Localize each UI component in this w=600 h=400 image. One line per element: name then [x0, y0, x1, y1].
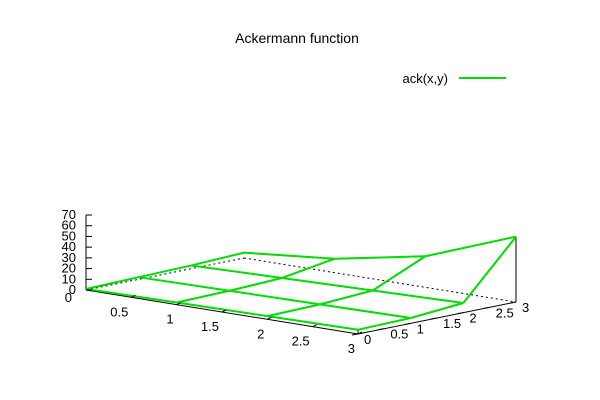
y-tick-mark [483, 306, 490, 309]
surface-line-x [425, 235, 517, 258]
z-tick-label: 70 [62, 207, 76, 222]
z-tick-label: 20 [62, 261, 76, 276]
x-tick-label: 2.5 [292, 334, 310, 349]
surface-line-x [281, 276, 373, 292]
surface-line-x [319, 303, 411, 319]
legend-label: ack(x,y) [403, 71, 449, 86]
surface-line-x [334, 255, 426, 260]
z-tick-label: 0 [69, 282, 76, 297]
back-edge-y [85, 257, 245, 291]
y-tick-label: 1.5 [443, 316, 461, 331]
y-tick-label: 0.5 [390, 327, 408, 342]
x-tick-label: 1 [166, 312, 173, 327]
surface-line-y [229, 277, 283, 292]
y-tick-label: 2 [469, 311, 476, 326]
y-tick-mark [457, 312, 464, 315]
surface-line-y [191, 251, 245, 267]
surface-line-x [229, 289, 321, 306]
y-tick-mark [430, 317, 438, 320]
chart-title: Ackermann function [235, 30, 359, 46]
z-tick-label: 30 [62, 250, 76, 265]
x-tick-label: 2 [257, 326, 264, 341]
y-tick-label: 2.5 [496, 305, 514, 320]
surface-line-y [138, 264, 192, 279]
x-tick-mark [176, 302, 181, 306]
x-tick-label: 0.5 [110, 304, 128, 319]
surface-line-y [410, 302, 464, 319]
z-tick-label: 50 [62, 228, 76, 243]
x-tick-mark [312, 324, 317, 328]
y-tick-mark [351, 333, 359, 336]
surface-line-x [176, 301, 268, 318]
x-tick-mark [357, 331, 363, 335]
y-tick-label: 0 [364, 332, 371, 347]
z-tick-label: 40 [62, 239, 76, 254]
back-edge-x [243, 257, 517, 303]
x-tick-mark [221, 309, 227, 313]
surface-line-x [243, 251, 335, 260]
y-tick-mark [509, 301, 517, 304]
surface-line-x [191, 264, 283, 279]
y-tick-mark [378, 328, 385, 331]
surface-line-x [267, 315, 359, 331]
surface-line-x [85, 287, 177, 304]
surface-line-y [319, 289, 373, 306]
surface-line-y [281, 257, 336, 279]
surface-line-x [372, 289, 464, 305]
x-tick-label: 1.5 [201, 319, 219, 334]
surface-line-y [372, 255, 426, 292]
surface-line-y [85, 276, 139, 290]
origin-label: 0 [65, 290, 72, 305]
y-tick-label: 1 [417, 321, 424, 336]
y-tick-label: 3 [522, 300, 529, 315]
z-tick-label: 10 [62, 271, 76, 286]
surface-line-x [138, 276, 230, 292]
surface-line-y [462, 236, 517, 304]
surface-line-y [267, 303, 321, 318]
z-tick-label: 60 [62, 218, 76, 233]
x-tick-mark [131, 294, 136, 298]
surface-layer [85, 235, 517, 331]
surface-line-y [176, 289, 230, 304]
x-tick-label: 3 [348, 341, 355, 356]
x-tick-mark [267, 316, 272, 320]
surface-line-y [357, 317, 411, 331]
y-tick-mark [404, 322, 411, 325]
